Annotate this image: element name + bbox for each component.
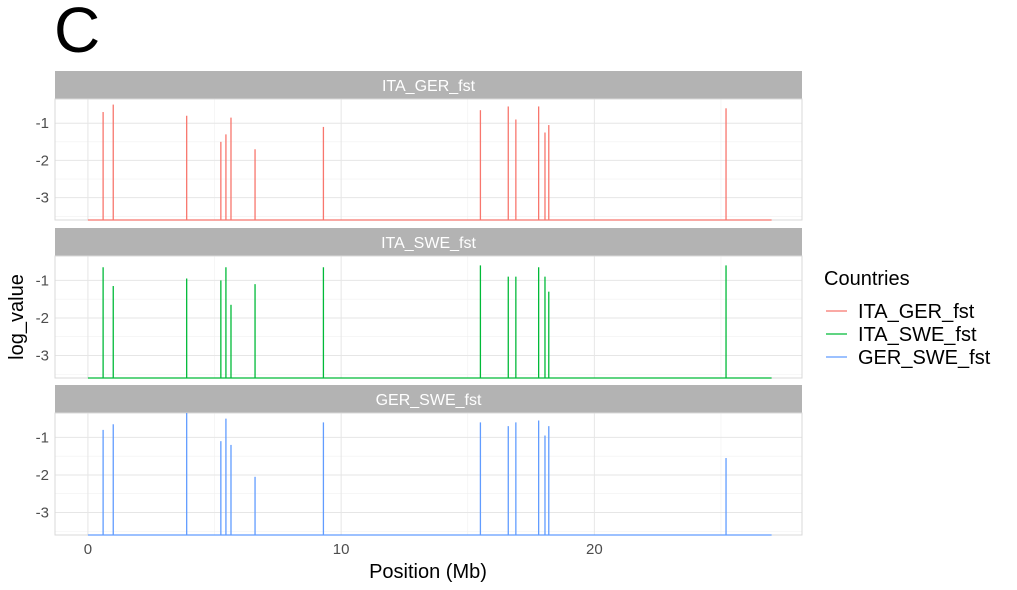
facet-strip xyxy=(55,71,802,99)
facet-strip xyxy=(55,385,802,413)
y-tick-label: -2 xyxy=(36,467,49,484)
legend-label: GER_SWE_fst xyxy=(858,347,991,369)
facet-strip-label: GER_SWE_fst xyxy=(376,392,482,409)
y-tick-label: -3 xyxy=(36,347,49,364)
facet-panel: ITA_GER_fst -1 -2 -3 xyxy=(36,71,803,221)
y-axis-title: log_value xyxy=(6,274,28,360)
panel-tag: C xyxy=(54,0,100,66)
facet-strip-label: ITA_GER_fst xyxy=(382,78,476,95)
x-axis: 0 10 20 xyxy=(84,541,603,558)
facet-strip-label: ITA_SWE_fst xyxy=(381,235,476,252)
x-tick-label: 10 xyxy=(333,541,350,558)
legend-title: Countries xyxy=(824,268,910,290)
x-tick-label: 20 xyxy=(586,541,603,558)
legend-label: ITA_SWE_fst xyxy=(858,324,977,346)
panel-border xyxy=(54,255,803,379)
panel-border xyxy=(54,412,803,536)
y-tick-label: -1 xyxy=(36,272,49,289)
y-tick-label: -2 xyxy=(36,152,49,169)
y-tick-label: -1 xyxy=(36,429,49,446)
facet-panel: ITA_SWE_fst -1 -2 -3 xyxy=(36,228,803,379)
y-tick-label: -2 xyxy=(36,310,49,327)
x-tick-label: 0 xyxy=(84,541,92,558)
y-tick-label: -3 xyxy=(36,190,49,207)
facet-strip xyxy=(55,228,802,256)
legend: Countries ITA_GER_fstITA_SWE_fstGER_SWE_… xyxy=(824,268,991,369)
y-tick-label: -1 xyxy=(36,115,49,132)
legend-label: ITA_GER_fst xyxy=(858,301,975,323)
x-axis-title: Position (Mb) xyxy=(369,561,487,583)
panel-border xyxy=(54,98,803,221)
facet-panels: ITA_GER_fst-1-2-3ITA_SWE_fst-1-2-3GER_SW… xyxy=(36,71,803,536)
y-tick-label: -3 xyxy=(36,504,49,521)
facet-panel: GER_SWE_fst -1 -2 -3 xyxy=(36,385,803,536)
